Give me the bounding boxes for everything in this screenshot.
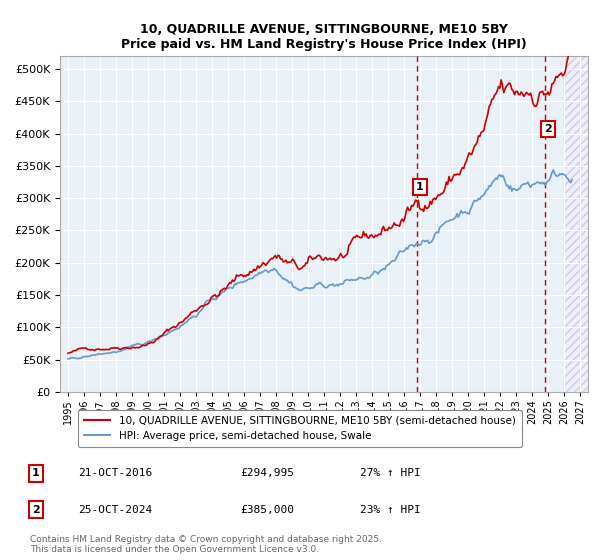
Text: 27% ↑ HPI: 27% ↑ HPI [360, 468, 421, 478]
Text: Contains HM Land Registry data © Crown copyright and database right 2025.
This d: Contains HM Land Registry data © Crown c… [30, 535, 382, 554]
Text: 23% ↑ HPI: 23% ↑ HPI [360, 505, 421, 515]
Text: 1: 1 [416, 182, 424, 192]
Text: £385,000: £385,000 [240, 505, 294, 515]
Text: 21-OCT-2016: 21-OCT-2016 [78, 468, 152, 478]
Text: £294,995: £294,995 [240, 468, 294, 478]
Text: 2: 2 [32, 505, 40, 515]
Text: 25-OCT-2024: 25-OCT-2024 [78, 505, 152, 515]
Title: 10, QUADRILLE AVENUE, SITTINGBOURNE, ME10 5BY
Price paid vs. HM Land Registry's : 10, QUADRILLE AVENUE, SITTINGBOURNE, ME1… [121, 22, 527, 50]
Text: 2: 2 [544, 124, 552, 134]
Text: 1: 1 [32, 468, 40, 478]
Legend: 10, QUADRILLE AVENUE, SITTINGBOURNE, ME10 5BY (semi-detached house), HPI: Averag: 10, QUADRILLE AVENUE, SITTINGBOURNE, ME1… [78, 409, 522, 447]
